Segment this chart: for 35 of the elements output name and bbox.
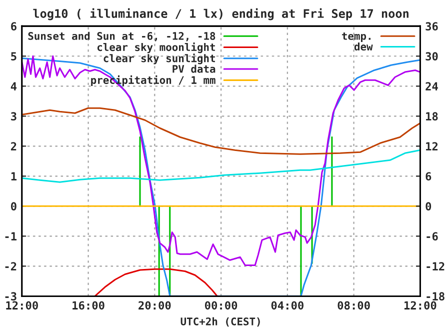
legend-label: Sunset and Sun at -6, -12, -18 <box>28 32 216 42</box>
y2-tick-label: 12 <box>426 142 438 150</box>
x-axis-title: UTC+2h (CEST) <box>180 317 260 327</box>
y-tick-label: 3 <box>11 112 16 121</box>
x-tick-label: 12:00 <box>404 301 436 310</box>
x-tick-label: 12:00 <box>6 301 38 310</box>
y-tick-label: 0 <box>11 202 16 211</box>
y2-tick-label: 6 <box>426 172 432 181</box>
y2-tick-label: 18 <box>426 112 438 121</box>
legend-label: PV data <box>172 64 216 73</box>
y-tick-label: -2 <box>5 262 16 270</box>
y-tick-label: -1 <box>5 232 17 240</box>
chart-title: log10 ( illuminance / 1 lx) ending at Fri Sep 17 noon <box>33 8 408 20</box>
y2-tick-label: 24 <box>426 82 438 90</box>
y2-tick-label: -18 <box>426 292 444 301</box>
x-tick-label: 20:00 <box>138 301 171 310</box>
y-tick-label: 6 <box>11 22 16 31</box>
legend-label: clear sky moonlight <box>97 42 215 54</box>
legend-label: clear sky sunlight <box>104 54 215 64</box>
y2-tick-label: 0 <box>426 202 432 211</box>
y-tick-label: 1 <box>11 172 17 180</box>
legend-label: temp. <box>342 32 370 42</box>
y2-tick-label: -12 <box>426 262 444 270</box>
x-tick-label: 08:00 <box>338 301 370 310</box>
y-tick-label: 4 <box>10 82 17 90</box>
x-tick-label: 04:00 <box>271 301 304 310</box>
x-tick-label: 16:00 <box>72 301 104 310</box>
y-tick-label: 5 <box>11 52 16 61</box>
y2-tick-label: -6 <box>426 232 438 241</box>
y-tick-label: 2 <box>10 142 16 150</box>
x-tick-label: 00:00 <box>204 301 238 310</box>
y2-tick-label: 30 <box>426 52 438 61</box>
y2-tick-label: 36 <box>426 22 438 31</box>
y-tick-label: -3 <box>5 292 16 301</box>
legend-label: dew <box>354 42 373 51</box>
